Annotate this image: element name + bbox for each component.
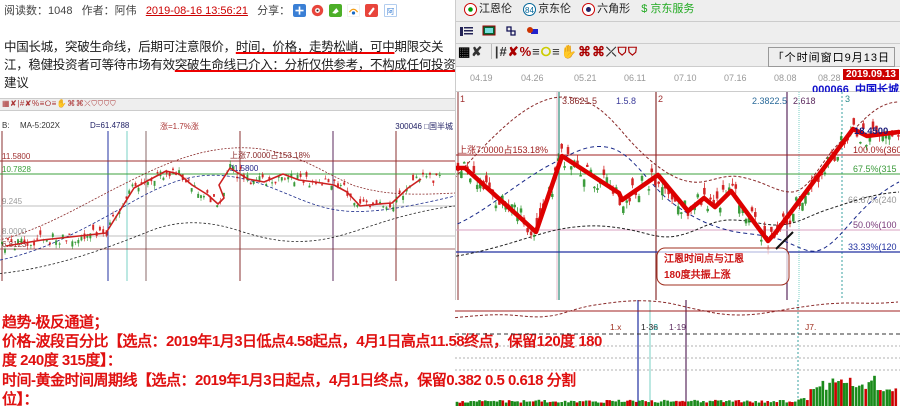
svg-text:67.5%(315: 67.5%(315	[853, 164, 897, 174]
svg-text:.2: .2	[651, 322, 658, 332]
svg-text:阿: 阿	[386, 6, 394, 15]
svg-text:2: 2	[658, 94, 663, 104]
svg-text:11.5800: 11.5800	[2, 152, 31, 161]
svg-text:10.7828: 10.7828	[2, 165, 31, 174]
svg-text:2.618: 2.618	[793, 96, 816, 106]
svg-text:180度共振上涨: 180度共振上涨	[664, 268, 731, 281]
svg-text:50.0%(100: 50.0%(100	[853, 220, 897, 230]
svg-text:66.67%(240: 66.67%(240	[848, 195, 897, 205]
svg-text:1.x: 1.x	[610, 322, 622, 332]
svg-text:上涨7.0000占153.18%: 上涨7.0000占153.18%	[230, 150, 310, 160]
svg-text:上涨7.0000占153.18%: 上涨7.0000占153.18%	[458, 144, 548, 155]
svg-text:18.4500: 18.4500	[854, 126, 888, 137]
svg-text:8.0000: 8.0000	[2, 227, 27, 236]
svg-text:33.33%(120: 33.33%(120	[848, 242, 897, 252]
svg-text:2.3822.5: 2.3822.5	[752, 96, 787, 106]
svg-text:江恩时间点与江恩: 江恩时间点与江恩	[664, 252, 744, 265]
svg-text:3.8621.5: 3.8621.5	[562, 96, 597, 106]
svg-text:9.245: 9.245	[2, 197, 23, 206]
svg-text:84: 84	[525, 6, 534, 15]
svg-text:J7.: J7.	[805, 322, 816, 332]
svg-text:3: 3	[845, 94, 850, 104]
svg-text:1.5.8: 1.5.8	[616, 96, 636, 106]
svg-text:100.0%(360: 100.0%(360	[853, 145, 900, 155]
svg-text:1: 1	[460, 94, 465, 104]
svg-text:1·19: 1·19	[669, 322, 686, 332]
